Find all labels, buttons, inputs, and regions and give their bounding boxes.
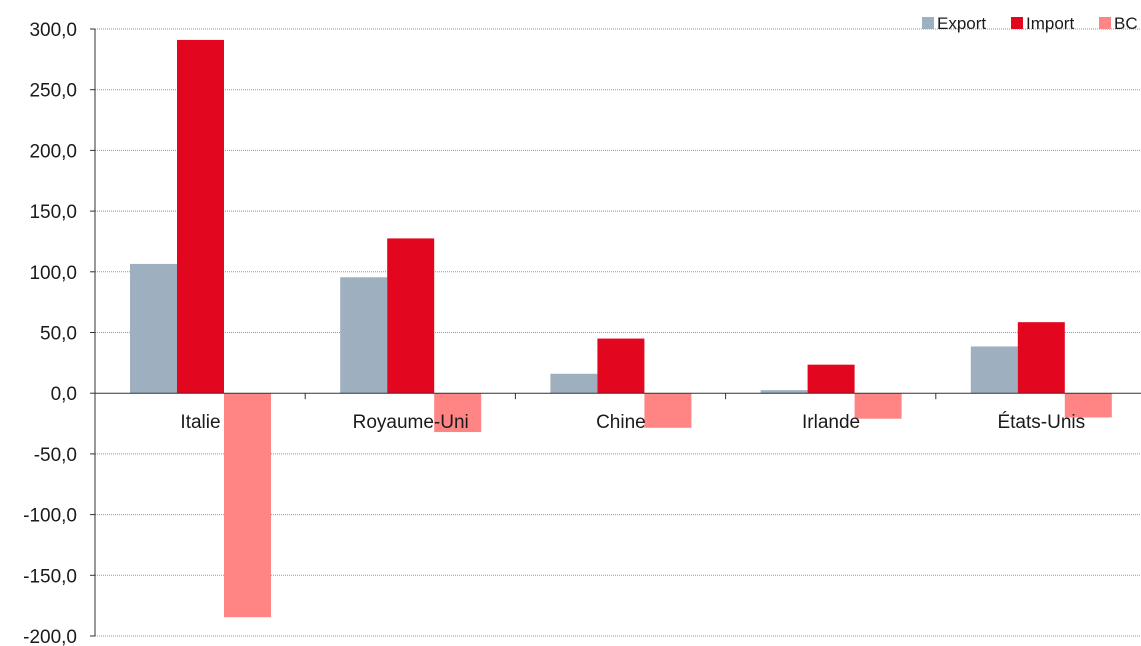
bar-import-2: [597, 338, 645, 394]
legend-label-export: Export: [937, 14, 986, 33]
legend-label-bc: BC: [1114, 14, 1138, 33]
bar-export-3: [760, 390, 808, 394]
legend-swatch-bc: [1099, 17, 1111, 29]
legend-label-import: Import: [1026, 14, 1074, 33]
y-tick-label: 100,0: [29, 263, 77, 284]
y-tick-label: -50,0: [34, 445, 77, 466]
bar-import-3: [807, 364, 855, 394]
bar-export-2: [550, 373, 598, 394]
axes: [90, 28, 1141, 637]
bar-bc-0: [224, 393, 271, 618]
bar-import-4: [1017, 322, 1065, 394]
y-tick-label: 50,0: [40, 324, 77, 345]
y-tick-label: -200,0: [23, 627, 77, 646]
category-label: États-Unis: [997, 412, 1085, 433]
bar-export-1: [340, 277, 388, 394]
bar-bc-2: [644, 393, 692, 428]
y-tick-label: 150,0: [29, 202, 77, 223]
legend-swatch-export: [922, 17, 934, 29]
legend-swatch-import: [1011, 17, 1023, 29]
bar-import-0: [177, 39, 224, 394]
legend: Export Import BC: [922, 14, 1138, 33]
bar-bc-3: [854, 393, 902, 419]
y-tick-label: -150,0: [23, 566, 77, 587]
category-label: Irlande: [802, 412, 860, 433]
bar-bc-4: [1064, 393, 1112, 418]
y-tick-label: -100,0: [23, 506, 77, 527]
y-tick-label: 300,0: [29, 20, 77, 41]
bar-bc-1: [434, 393, 482, 433]
labels: 300,0 250,0 200,0 150,0 100,0 50,0 0,0 -50,0 -10…: [23, 20, 1085, 646]
bar-export-4: [970, 346, 1018, 394]
category-label: Italie: [180, 412, 220, 433]
category-label: Chine: [596, 412, 646, 433]
category-label: Royaume-Uni: [353, 412, 469, 433]
y-tick-label: 0,0: [51, 384, 77, 405]
bar-export-0: [130, 263, 177, 394]
y-tick-label: 250,0: [29, 81, 77, 102]
bars: [130, 39, 1112, 618]
y-tick-label: 200,0: [29, 141, 77, 162]
bar-import-1: [387, 238, 435, 394]
